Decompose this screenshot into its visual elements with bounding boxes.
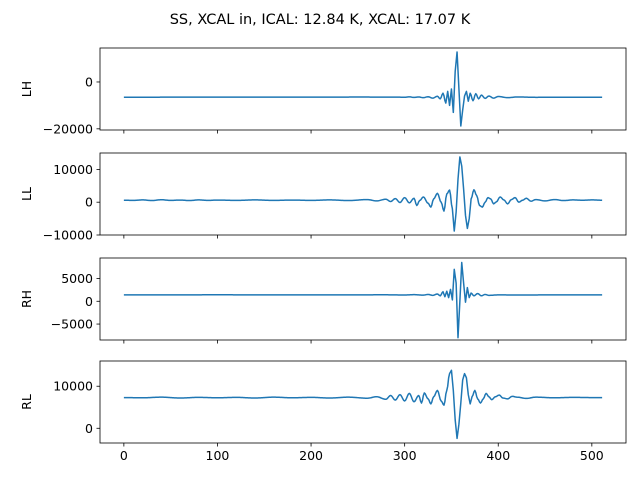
y-axis-label: LH [19, 81, 34, 97]
axes-frame [99, 152, 627, 236]
series-line-lh [123, 51, 603, 127]
x-tick-label: 200 [299, 448, 323, 463]
series-line-ll [123, 156, 603, 232]
series-line-rl [123, 369, 603, 440]
axes-frame [99, 47, 627, 131]
y-tick-label: −20000 [43, 121, 93, 136]
y-tick-label: 0 [85, 421, 93, 436]
subplot-ll: 10000 0 −10000 LL [19, 152, 627, 243]
axes-frame [99, 257, 627, 341]
subplot-panels: 0−20000LH100000−10000LL50000−5000RH10000… [19, 47, 627, 463]
subplot-lh: 0 −20000 LH [19, 47, 627, 136]
figure-title: SS, XCAL in, ICAL: 12.84 K, XCAL: 17.07 … [170, 12, 471, 28]
x-tick-label: 100 [206, 448, 230, 463]
y-tick-label: 5000 [61, 271, 93, 286]
y-tick-label: 10000 [53, 162, 93, 177]
x-tick-label: 0 [120, 448, 128, 463]
y-tick-label: −10000 [43, 228, 93, 243]
y-tick-label: −5000 [51, 317, 93, 332]
x-tick-label: 300 [393, 448, 417, 463]
y-axis-label: RL [19, 394, 34, 410]
x-tick-label: 500 [580, 448, 604, 463]
y-axis-label: LL [19, 187, 34, 201]
x-tick-label: 400 [486, 448, 510, 463]
y-tick-label: 0 [85, 294, 93, 309]
subplot-rh: 5000 0 −5000 RH [19, 257, 627, 344]
y-tick-label: 0 [85, 74, 93, 89]
y-tick-label: 0 [85, 195, 93, 210]
y-tick-label: 10000 [53, 379, 93, 394]
axes-frame [99, 360, 627, 444]
subplot-rl: 10000 0 0 100 200 300 400 500 RL [19, 360, 627, 463]
y-axis-label: RH [19, 290, 34, 308]
series-line-rh [123, 261, 603, 339]
